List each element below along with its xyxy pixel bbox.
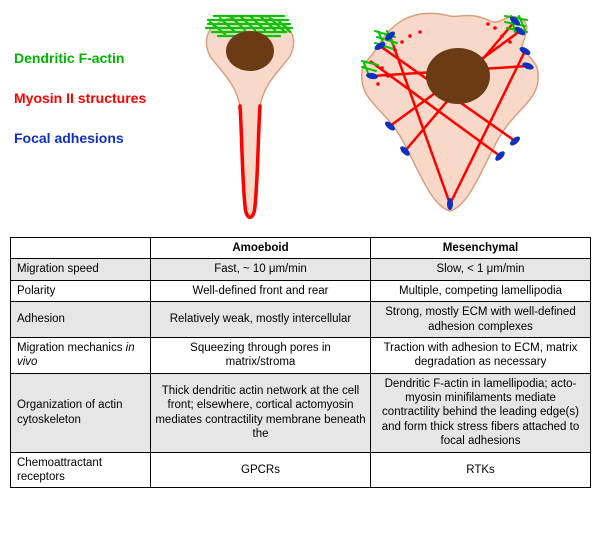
legend-dendritic-actin: Dendritic F-actin	[14, 50, 146, 66]
row-label: Adhesion	[11, 302, 151, 338]
row-label: Migration mechanics in vivo	[11, 337, 151, 373]
cell-amoeboid: Well-defined front and rear	[151, 280, 371, 301]
table-row: Migration mechanics in vivoSqueezing thr…	[11, 337, 591, 373]
cell-mesenchymal: Multiple, competing lamellipodia	[371, 280, 591, 301]
table-row: AdhesionRelatively weak, mostly intercel…	[11, 302, 591, 338]
amoeboid-cell-diagram	[190, 6, 310, 231]
cell-amoeboid: Squeezing through pores in matrix/stroma	[151, 337, 371, 373]
diagram-panel: Dendritic F-actin Myosin II structures F…	[0, 0, 600, 237]
row-label: Migration speed	[11, 259, 151, 280]
cell-mesenchymal: Traction with adhesion to ECM, matrix de…	[371, 337, 591, 373]
table-row: Migration speedFast, ~ 10 μm/minSlow, < …	[11, 259, 591, 280]
table-header-mesenchymal: Mesenchymal	[371, 238, 591, 259]
cell-mesenchymal: Slow, < 1 μm/min	[371, 259, 591, 280]
table-row: Chemoattractant receptorsGPCRsRTKs	[11, 452, 591, 488]
table-row: Organization of actin cytoskeletonThick …	[11, 373, 591, 452]
legend-focal-adhesions: Focal adhesions	[14, 130, 146, 146]
cell-amoeboid: GPCRs	[151, 452, 371, 488]
row-label: Polarity	[11, 280, 151, 301]
cell-amoeboid: Relatively weak, mostly intercellular	[151, 302, 371, 338]
cell-mesenchymal: RTKs	[371, 452, 591, 488]
cell-amoeboid: Fast, ~ 10 μm/min	[151, 259, 371, 280]
row-label: Organization of actin cytoskeleton	[11, 373, 151, 452]
mesenchymal-cell-diagram	[350, 6, 550, 231]
legend: Dendritic F-actin Myosin II structures F…	[14, 50, 146, 146]
table-header-amoeboid: Amoeboid	[151, 238, 371, 259]
legend-myosin: Myosin II structures	[14, 90, 146, 106]
row-label: Chemoattractant receptors	[11, 452, 151, 488]
cell-amoeboid: Thick dendritic actin network at the cel…	[151, 373, 371, 452]
table-row: PolarityWell-defined front and rearMulti…	[11, 280, 591, 301]
comparison-table-container: Amoeboid Mesenchymal Migration speedFast…	[10, 237, 590, 488]
comparison-table: Amoeboid Mesenchymal Migration speedFast…	[10, 237, 591, 488]
table-body: Migration speedFast, ~ 10 μm/minSlow, < …	[11, 259, 591, 488]
cell-mesenchymal: Strong, mostly ECM with well-defined adh…	[371, 302, 591, 338]
cell-mesenchymal: Dendritic F-actin in lamellipodia; acto-…	[371, 373, 591, 452]
table-header-blank	[11, 238, 151, 259]
table-header-row: Amoeboid Mesenchymal	[11, 238, 591, 259]
